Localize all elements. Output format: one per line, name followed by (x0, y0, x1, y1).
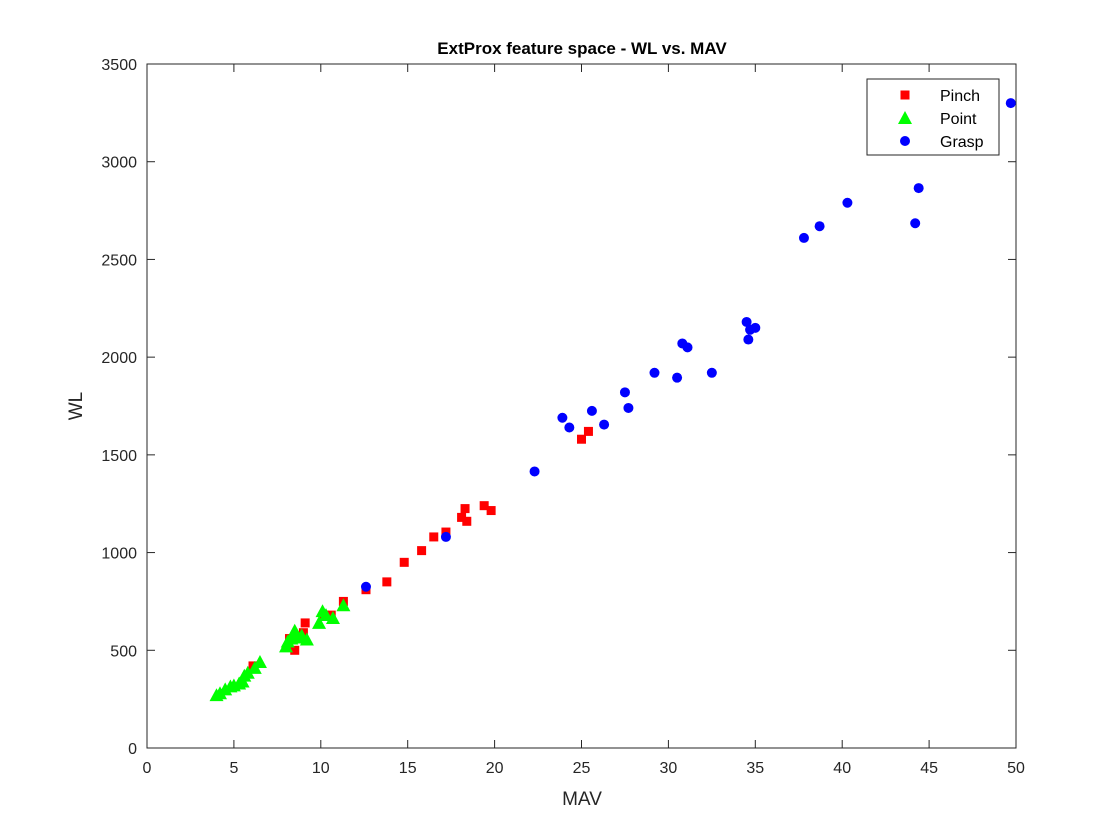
legend-box (866, 78, 1000, 156)
grasp-point (814, 221, 825, 232)
y-tick-label: 1500 (101, 448, 137, 465)
grasp-point (842, 197, 853, 208)
grasp-point (750, 322, 761, 333)
grasp-point (706, 367, 717, 378)
y-tick-label: 0 (128, 741, 137, 758)
x-tick-label: 0 (143, 760, 152, 777)
grasp-point (1005, 98, 1016, 109)
pinch-point (300, 618, 310, 628)
pinch-point (290, 645, 300, 655)
pinch-point (460, 504, 470, 514)
pinch-point (486, 506, 496, 516)
point-point (299, 632, 314, 646)
grasp-point (619, 387, 630, 398)
point-point (252, 655, 267, 668)
y-tick-label: 2000 (101, 350, 137, 367)
grasp-point (672, 372, 683, 383)
x-tick-label: 40 (833, 760, 851, 777)
pinch-point (399, 557, 409, 567)
grasp-point (743, 334, 754, 345)
legend-marker-pinch (900, 90, 910, 100)
series-grasp (360, 98, 1016, 592)
y-tick-label: 3500 (101, 57, 137, 74)
grasp-point (798, 232, 809, 243)
legend: Pinch Point Grasp (866, 78, 1000, 156)
legend-label-pinch: Pinch (940, 88, 980, 105)
y-tick-label: 1000 (101, 546, 137, 563)
x-tick-label: 45 (920, 760, 938, 777)
pinch-point (429, 532, 439, 542)
pinch-point (457, 512, 467, 522)
grasp-point (440, 531, 451, 542)
grasp-point (913, 183, 924, 194)
y-tick-label: 500 (110, 643, 137, 660)
grasp-point (360, 581, 371, 592)
legend-label-point: Point (940, 111, 977, 128)
grasp-point (599, 419, 610, 430)
grasp-point (586, 405, 597, 416)
y-axis-label: WL (66, 392, 87, 421)
y-tick-label: 3000 (101, 155, 137, 172)
x-tick-label: 35 (746, 760, 764, 777)
x-tick-label: 15 (399, 760, 417, 777)
x-tick-label: 10 (312, 760, 330, 777)
chart-title: ExtProx feature space - WL vs. MAV (437, 39, 727, 58)
pinch-point (417, 546, 427, 556)
x-tick-label: 30 (660, 760, 678, 777)
grasp-point (649, 367, 660, 378)
legend-marker-point (898, 111, 912, 124)
grasp-point (564, 422, 575, 433)
y-tick-label: 2500 (101, 252, 137, 269)
x-tick-label: 50 (1007, 760, 1025, 777)
grasp-point (557, 412, 568, 423)
grasp-point (910, 218, 921, 229)
legend-label-grasp: Grasp (940, 134, 984, 151)
x-tick-label: 25 (573, 760, 591, 777)
series-point (209, 598, 351, 702)
grasp-point (682, 342, 693, 353)
pinch-point (382, 577, 392, 587)
point-point (325, 611, 340, 624)
grasp-point (529, 466, 540, 477)
pinch-point (583, 426, 593, 436)
x-tick-label: 20 (486, 760, 504, 777)
legend-marker-grasp (900, 136, 910, 146)
point-point (240, 665, 255, 679)
x-tick-label: 5 (229, 760, 238, 777)
pinch-point (577, 434, 586, 444)
x-axis-label: MAV (562, 789, 602, 810)
grasp-point (623, 402, 634, 413)
axes-box (146, 63, 1017, 749)
plot-area: 0 5 10 15 20 25 30 35 40 45 5005001000150020002500… (101, 57, 1025, 777)
point-point (336, 598, 351, 612)
pinch-point (462, 516, 472, 526)
pinch-point (479, 501, 489, 511)
grasp-point (741, 316, 752, 327)
point-point (312, 615, 327, 629)
